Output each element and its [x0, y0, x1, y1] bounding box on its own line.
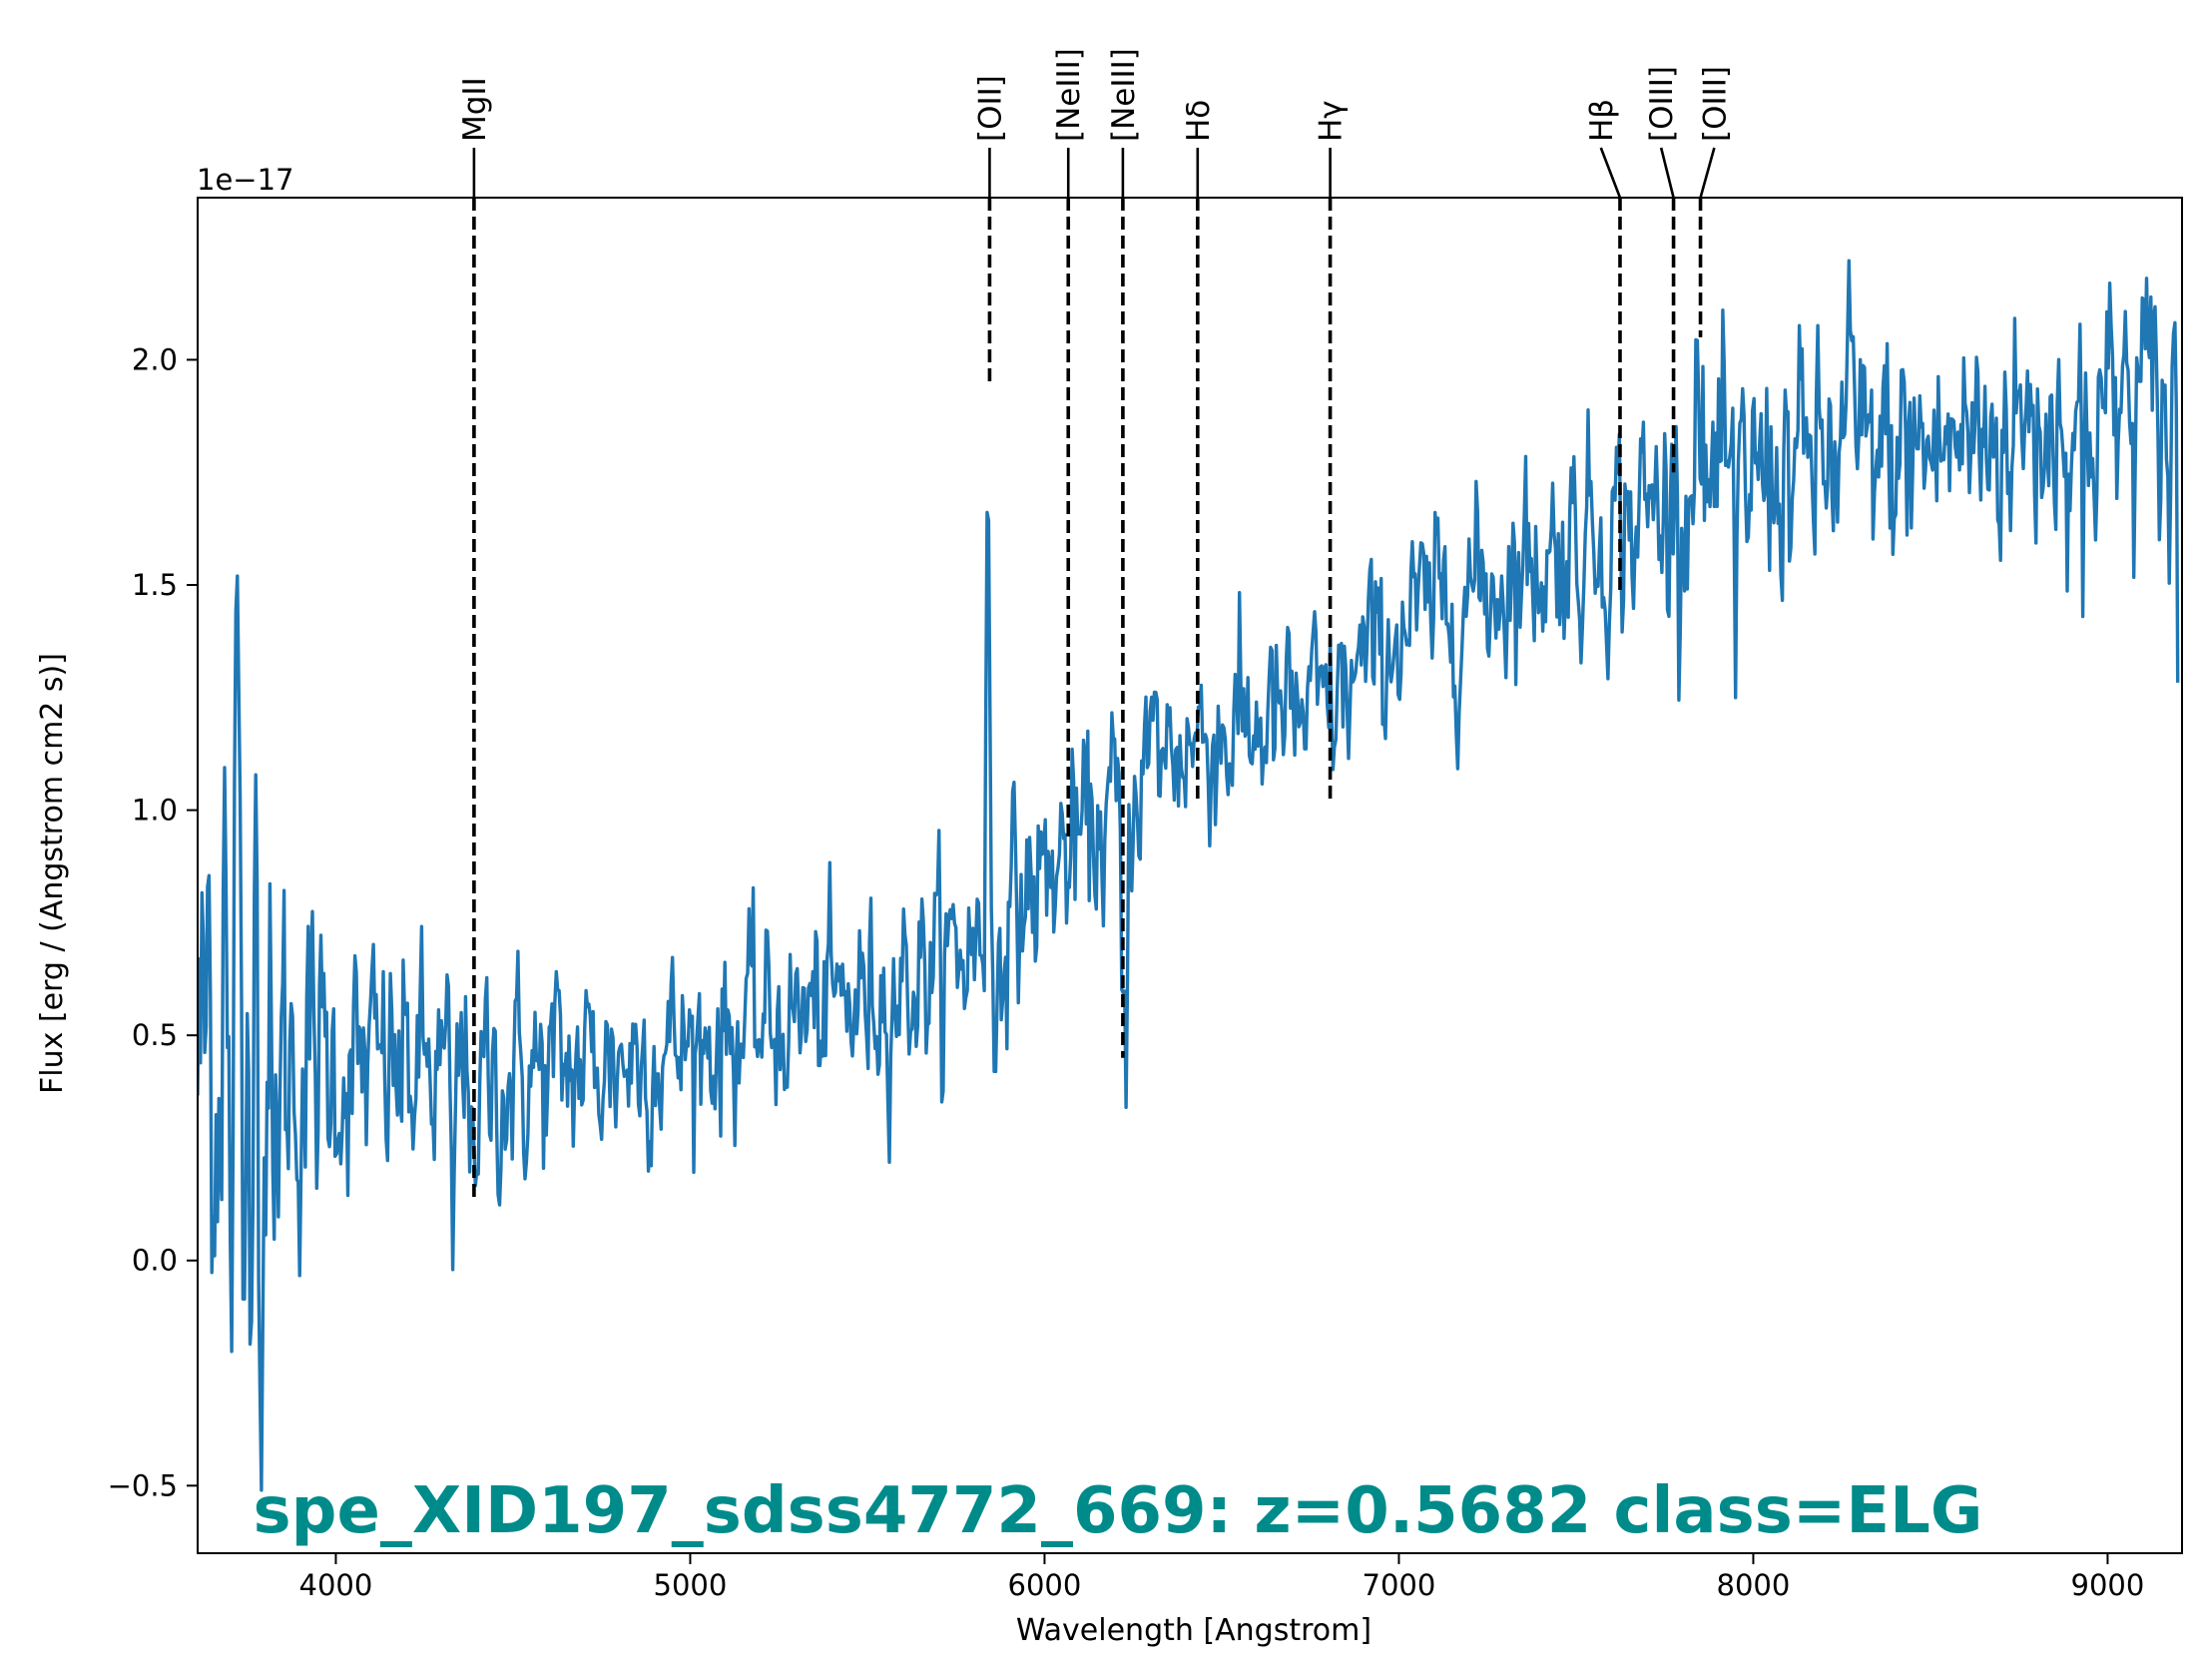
emission-line-marker: [OIII]	[1697, 66, 1733, 337]
emission-line-label: [NeIII]	[1106, 48, 1142, 142]
emission-line-label: [OII]	[972, 75, 1008, 142]
x-tick-label: 5000	[654, 1568, 728, 1602]
emission-line-marker: [NeIII]	[1106, 48, 1142, 1058]
y-tick-label: 0.0	[132, 1244, 178, 1278]
x-tick-label: 4000	[299, 1568, 373, 1602]
y-tick-label: −0.5	[108, 1468, 178, 1502]
emission-line-marker: Hβ	[1584, 99, 1622, 595]
emission-line-marker: Hδ	[1181, 100, 1217, 802]
emission-line-marker: MgII	[457, 77, 493, 1198]
emission-line-label: MgII	[457, 77, 493, 142]
plot-frame	[197, 197, 2183, 1554]
emission-line-marker: [OII]	[972, 75, 1008, 382]
emission-line-marker: [OIII]	[1644, 66, 1680, 473]
y-axis-label: Flux [erg / (Angstrom cm2 s)]	[35, 653, 70, 1094]
x-tick-label: 8000	[1717, 1568, 1791, 1602]
emission-line-marker: Hγ	[1314, 100, 1350, 802]
emission-line-label: Hγ	[1314, 100, 1350, 142]
emission-line-label: Hδ	[1181, 100, 1217, 142]
y-tick-label: 0.5	[132, 1018, 178, 1052]
x-tick-label: 7000	[1363, 1568, 1436, 1602]
y-axis-offset-label: 1e−17	[197, 163, 294, 197]
chart-title: spe_XID197_sdss4772_669: z=0.5682 class=…	[254, 1474, 1983, 1548]
y-tick-label: 2.0	[132, 342, 178, 376]
emission-line-label: [OIII]	[1644, 66, 1680, 142]
spectrum-line	[198, 259, 2180, 1492]
x-tick-label: 6000	[1008, 1568, 1082, 1602]
x-tick-label: 9000	[2071, 1568, 2145, 1602]
emission-line-label: Hβ	[1584, 99, 1620, 142]
y-tick-label: 1.0	[132, 794, 178, 828]
emission-line-marker: [NeIII]	[1051, 48, 1087, 842]
emission-line-label: [NeIII]	[1051, 48, 1087, 142]
x-axis-label: Wavelength [Angstrom]	[1016, 1613, 1372, 1648]
y-tick-label: 1.5	[132, 568, 178, 602]
emission-line-label: [OIII]	[1697, 66, 1733, 142]
